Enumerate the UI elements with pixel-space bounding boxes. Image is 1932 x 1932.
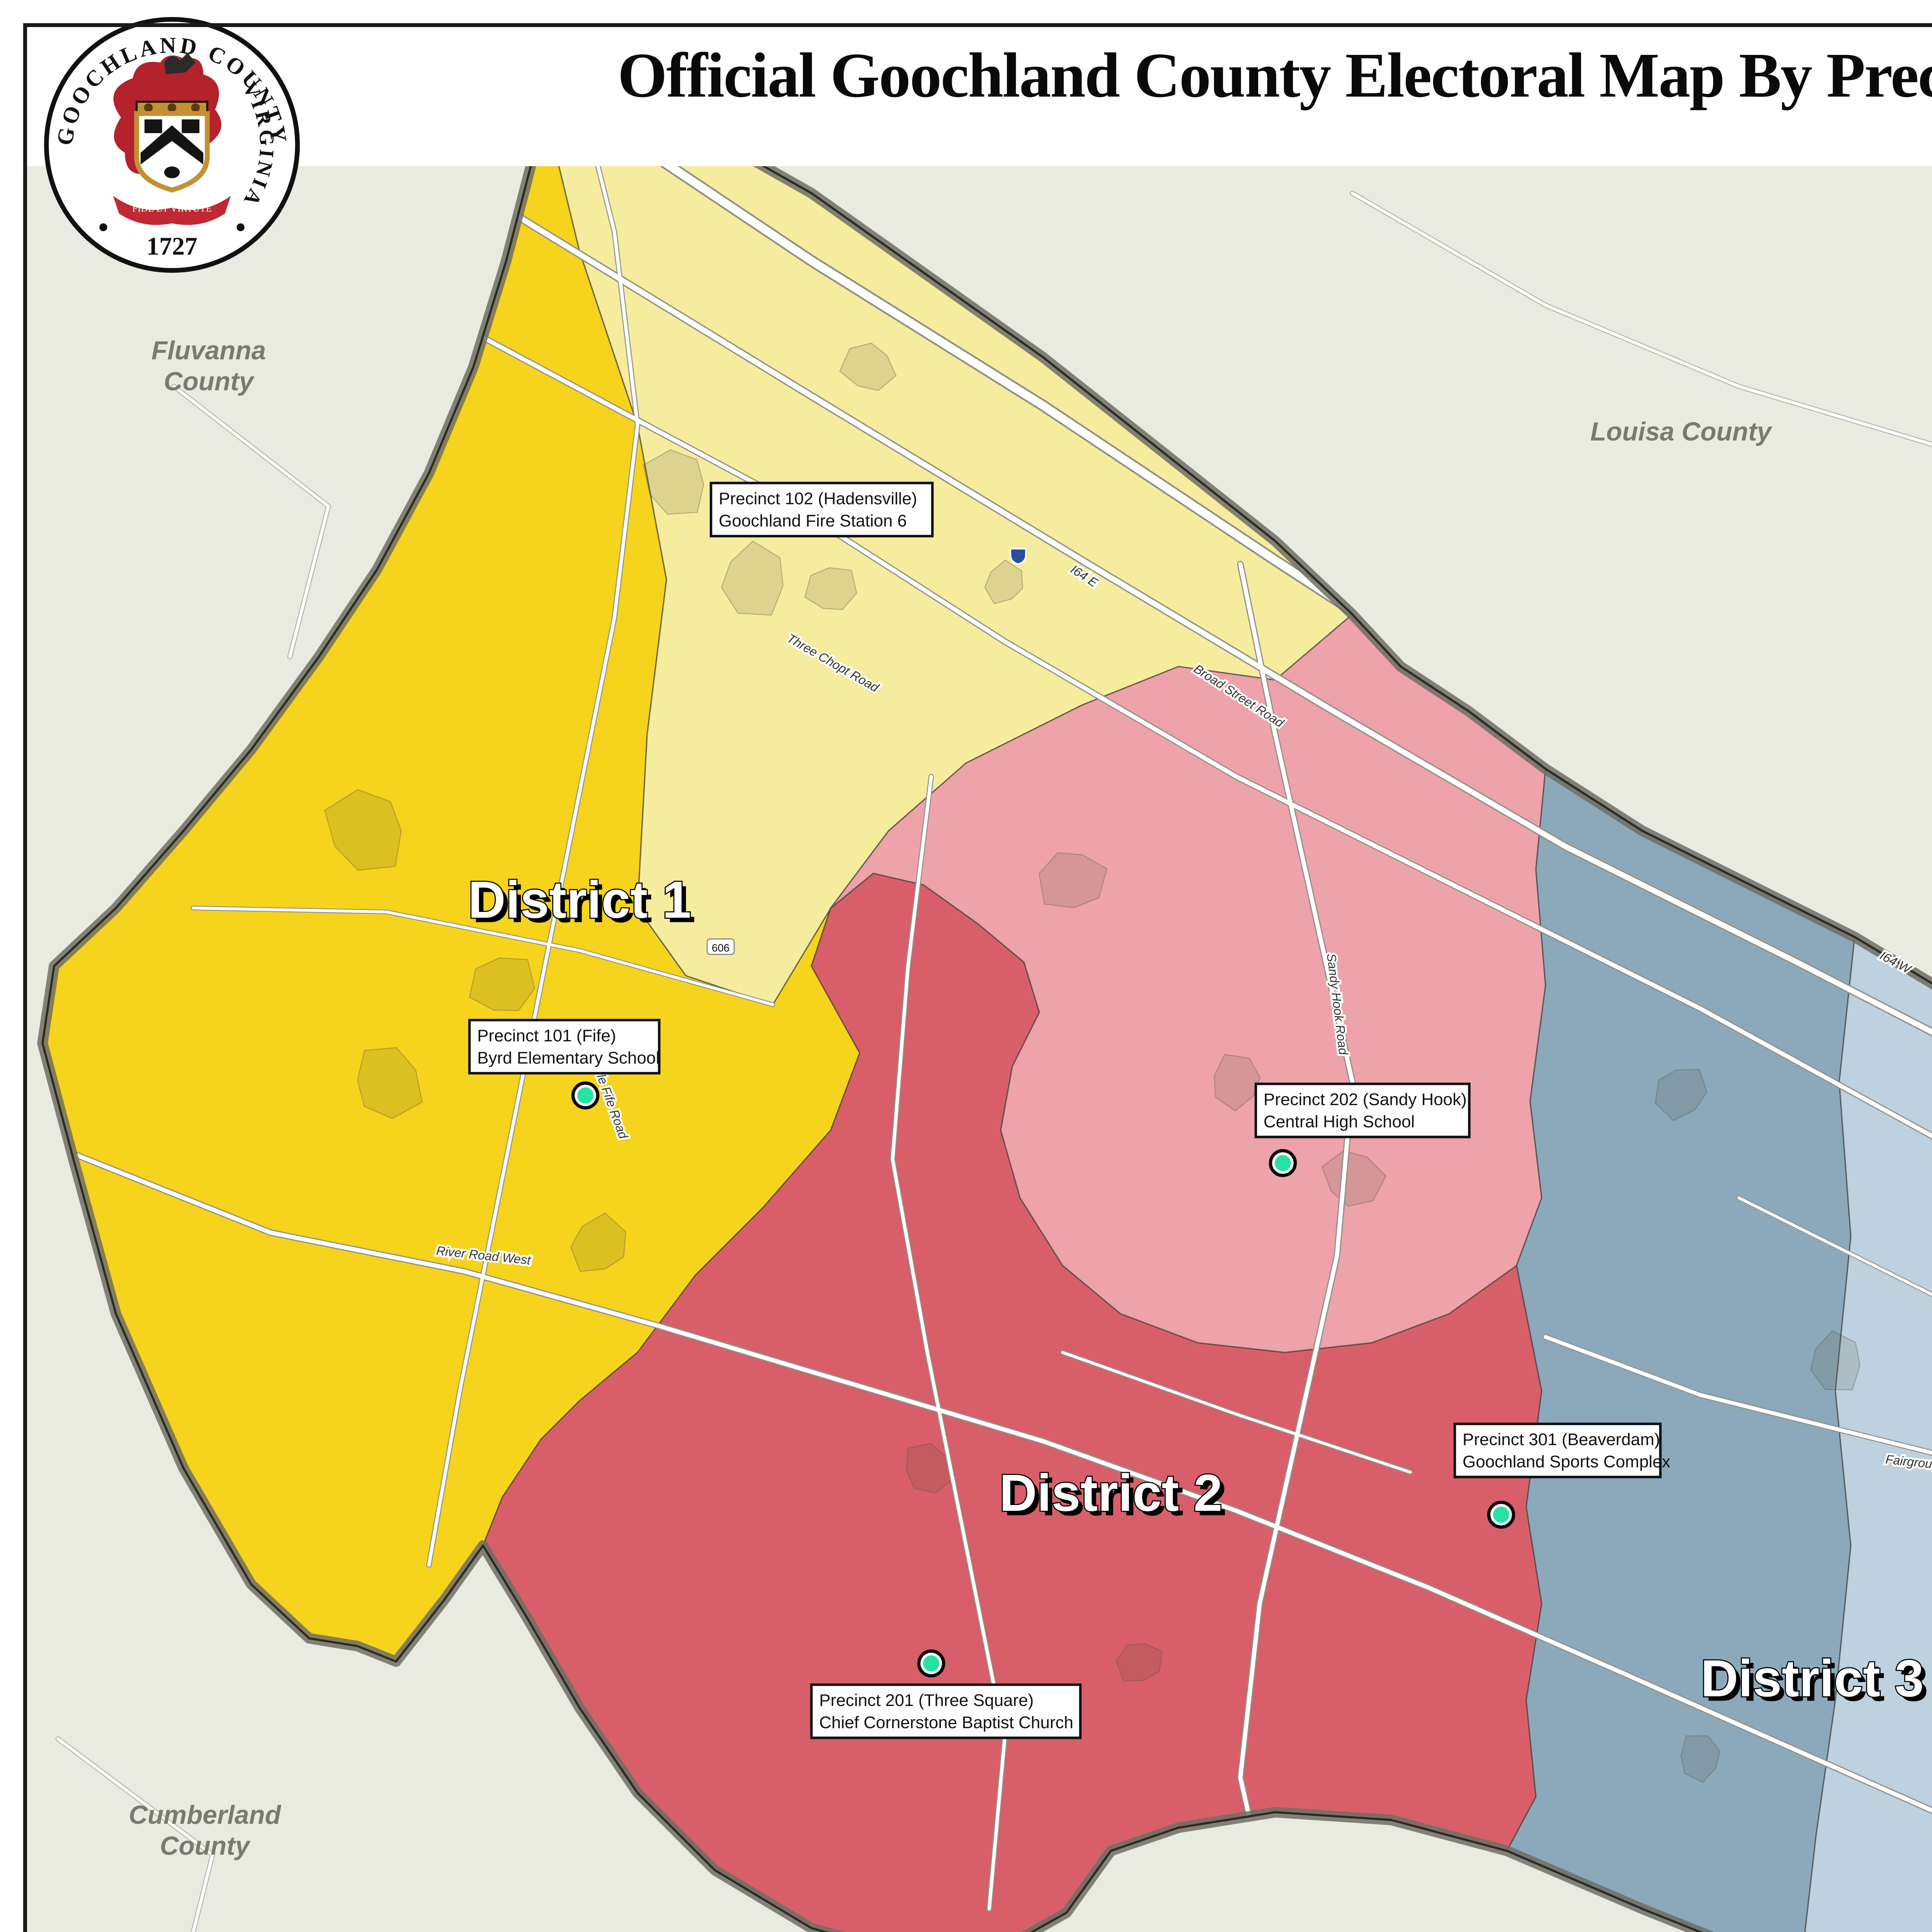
route-label: 606	[712, 942, 730, 954]
district-label: District 2	[999, 1464, 1223, 1522]
district-label-shadow: District 3	[1705, 1654, 1929, 1712]
county-label: Cumberland	[129, 1801, 282, 1830]
header-band	[23, 23, 1932, 166]
precinct-label-line: Precinct 102 (Hadensville)	[719, 489, 917, 508]
svg-text:1727: 1727	[146, 232, 197, 260]
county-outline	[41, 53, 1932, 1932]
county-label: County	[160, 1832, 251, 1861]
precinct-label-line: Precinct 101 (Fife)	[477, 1026, 616, 1045]
precinct-label-line: Chief Cornerstone Baptist Church	[819, 1713, 1073, 1732]
precinct-label-line: Central High School	[1264, 1112, 1415, 1131]
interstate-shield-icon	[1010, 548, 1027, 565]
county-label: Louisa County	[1590, 417, 1773, 446]
district-label-shadow: District 2	[1004, 1468, 1227, 1527]
precinct-label-box	[709, 481, 934, 537]
polling-location-dot	[577, 1087, 594, 1104]
county-label: Fluvanna	[151, 336, 266, 365]
outside-roads	[55, 190, 1932, 1932]
precinct-label-line: Goochland Sports Complex	[1463, 1452, 1670, 1471]
county-label: County	[164, 367, 255, 396]
page-title: Official Goochland County Electoral Map …	[617, 43, 1932, 112]
svg-text:FIDE ET VIRTUTE: FIDE ET VIRTUTE	[132, 203, 212, 214]
precinct-label-line: Precinct 301 (Beaverdam)	[1463, 1430, 1660, 1449]
district-label: District 1	[468, 871, 691, 929]
polling-location-dot	[923, 1655, 939, 1672]
precinct-label-box	[1453, 1422, 1662, 1478]
precinct-label-line: Byrd Elementary School	[477, 1049, 660, 1068]
precinct-label-line: Precinct 201 (Three Square)	[819, 1691, 1034, 1710]
district-label: District 3	[1701, 1649, 1924, 1708]
district-label-shadow: District 1	[473, 875, 696, 934]
precinct-areas	[42, 53, 1932, 1932]
precinct-label-box	[468, 1019, 661, 1075]
precinct-area-301	[1506, 767, 1855, 1932]
precinct-label-box	[810, 1683, 1082, 1739]
map-detail	[74, 59, 1932, 1932]
precinct-label-line: Precinct 202 (Sandy Hook)	[1264, 1090, 1467, 1109]
polling-location-dot	[1275, 1155, 1291, 1171]
seal-crest-icon: FIDE ET VIRTUTE	[113, 53, 231, 225]
precinct-label-box	[1254, 1082, 1471, 1138]
precinct-area-202	[830, 613, 1546, 1353]
polling-location-dot	[1493, 1507, 1509, 1523]
county-seal: GOOCHLAND COUNTY VIRGINIA FIDE ET VIRTUT…	[44, 17, 300, 273]
precinct-label-line: Goochland Fire Station 6	[719, 512, 907, 531]
route-label-box	[706, 938, 735, 955]
